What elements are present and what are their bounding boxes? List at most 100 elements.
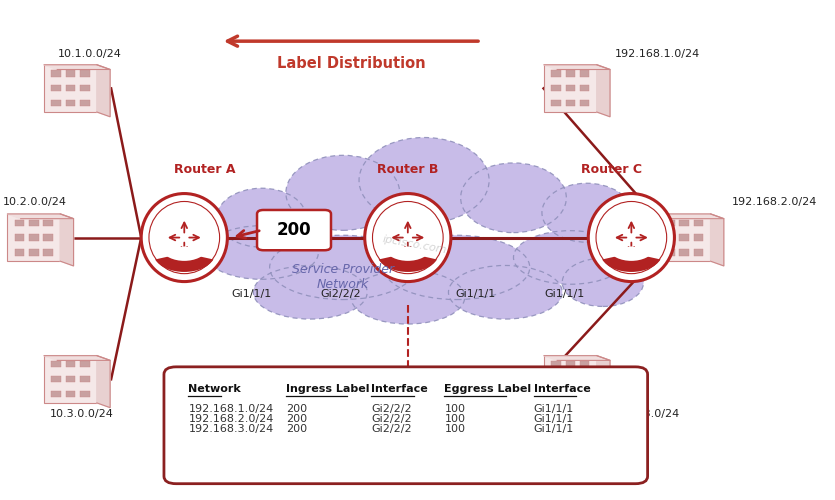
Ellipse shape — [270, 235, 416, 300]
Ellipse shape — [514, 230, 627, 284]
FancyBboxPatch shape — [694, 250, 703, 256]
FancyBboxPatch shape — [565, 391, 575, 397]
Text: 192.168.3.0/24: 192.168.3.0/24 — [595, 409, 680, 419]
Ellipse shape — [359, 138, 489, 224]
FancyBboxPatch shape — [694, 234, 703, 240]
FancyBboxPatch shape — [15, 250, 24, 256]
FancyBboxPatch shape — [44, 65, 97, 112]
Text: Ingress Label: Ingress Label — [286, 384, 369, 394]
Text: Interface: Interface — [534, 384, 590, 394]
FancyBboxPatch shape — [66, 391, 75, 397]
FancyBboxPatch shape — [44, 356, 97, 403]
Polygon shape — [60, 214, 73, 266]
Polygon shape — [658, 214, 724, 218]
FancyBboxPatch shape — [52, 376, 61, 382]
FancyBboxPatch shape — [544, 65, 597, 112]
FancyBboxPatch shape — [15, 234, 24, 240]
FancyBboxPatch shape — [565, 376, 575, 382]
FancyBboxPatch shape — [164, 367, 648, 484]
FancyBboxPatch shape — [551, 362, 561, 368]
FancyBboxPatch shape — [579, 70, 590, 76]
Polygon shape — [97, 65, 110, 116]
Text: Gi1/1/1: Gi1/1/1 — [534, 414, 574, 424]
FancyBboxPatch shape — [80, 70, 89, 76]
Text: 10.1.0.0/24: 10.1.0.0/24 — [58, 48, 122, 58]
Ellipse shape — [461, 163, 566, 232]
Ellipse shape — [141, 194, 227, 282]
FancyBboxPatch shape — [665, 250, 675, 256]
FancyBboxPatch shape — [52, 86, 61, 91]
Text: ipcisco.com: ipcisco.com — [382, 234, 448, 256]
Wedge shape — [161, 246, 207, 261]
Text: 200: 200 — [286, 424, 307, 434]
Ellipse shape — [205, 226, 318, 280]
Polygon shape — [711, 214, 724, 266]
Text: Gi2/2/2: Gi2/2/2 — [372, 414, 412, 424]
Polygon shape — [44, 65, 110, 70]
Text: Gi1/1/1: Gi1/1/1 — [534, 404, 574, 414]
FancyBboxPatch shape — [565, 100, 575, 106]
Text: Router A: Router A — [174, 163, 235, 176]
Text: 100: 100 — [444, 424, 465, 434]
Text: Gi1/1/1: Gi1/1/1 — [534, 424, 574, 434]
Text: Service Provider
Network: Service Provider Network — [291, 264, 394, 291]
Text: Eggress Label: Eggress Label — [444, 384, 532, 394]
FancyBboxPatch shape — [80, 100, 89, 106]
FancyBboxPatch shape — [29, 220, 38, 226]
Text: Gi1/1/1: Gi1/1/1 — [455, 289, 495, 299]
FancyBboxPatch shape — [551, 86, 561, 91]
FancyBboxPatch shape — [565, 70, 575, 76]
Polygon shape — [8, 214, 73, 218]
FancyBboxPatch shape — [29, 234, 38, 240]
FancyBboxPatch shape — [665, 234, 675, 240]
Polygon shape — [597, 356, 610, 408]
FancyBboxPatch shape — [43, 220, 53, 226]
FancyBboxPatch shape — [80, 362, 89, 368]
Wedge shape — [609, 246, 655, 261]
FancyBboxPatch shape — [579, 100, 590, 106]
FancyBboxPatch shape — [80, 391, 89, 397]
Polygon shape — [97, 356, 110, 408]
Ellipse shape — [562, 258, 644, 306]
FancyBboxPatch shape — [551, 70, 561, 76]
Text: Gi2/2/2: Gi2/2/2 — [320, 289, 361, 299]
FancyBboxPatch shape — [551, 100, 561, 106]
Polygon shape — [44, 356, 110, 360]
Text: 200: 200 — [276, 221, 311, 239]
Polygon shape — [544, 65, 610, 70]
FancyBboxPatch shape — [66, 86, 75, 91]
Ellipse shape — [149, 202, 220, 274]
Ellipse shape — [372, 202, 443, 274]
Text: 10.3.0.0/24: 10.3.0.0/24 — [50, 409, 114, 419]
FancyBboxPatch shape — [579, 376, 590, 382]
FancyBboxPatch shape — [80, 86, 89, 91]
Wedge shape — [602, 253, 660, 272]
FancyBboxPatch shape — [551, 391, 561, 397]
Text: Gi1/1/1: Gi1/1/1 — [231, 289, 271, 299]
Text: 192.168.2.0/24: 192.168.2.0/24 — [731, 196, 817, 206]
FancyBboxPatch shape — [52, 70, 61, 76]
Text: Interface: Interface — [372, 384, 428, 394]
FancyBboxPatch shape — [43, 250, 53, 256]
Ellipse shape — [596, 202, 666, 274]
Ellipse shape — [542, 183, 631, 242]
FancyBboxPatch shape — [579, 86, 590, 91]
FancyBboxPatch shape — [694, 220, 703, 226]
Ellipse shape — [589, 194, 675, 282]
Text: Gi2/2/2: Gi2/2/2 — [372, 404, 412, 414]
Text: 100: 100 — [444, 414, 465, 424]
Wedge shape — [385, 246, 431, 261]
Text: 192.168.1.0/24: 192.168.1.0/24 — [615, 48, 701, 58]
FancyBboxPatch shape — [257, 210, 331, 250]
Ellipse shape — [383, 235, 529, 300]
FancyBboxPatch shape — [52, 391, 61, 397]
FancyBboxPatch shape — [43, 234, 53, 240]
Polygon shape — [544, 356, 610, 360]
Text: Gi1/1/1: Gi1/1/1 — [544, 289, 584, 299]
Text: Router C: Router C — [580, 163, 641, 176]
Text: Router B: Router B — [377, 163, 438, 176]
FancyBboxPatch shape — [8, 214, 60, 261]
Ellipse shape — [286, 156, 400, 230]
FancyBboxPatch shape — [658, 214, 711, 261]
FancyBboxPatch shape — [579, 391, 590, 397]
